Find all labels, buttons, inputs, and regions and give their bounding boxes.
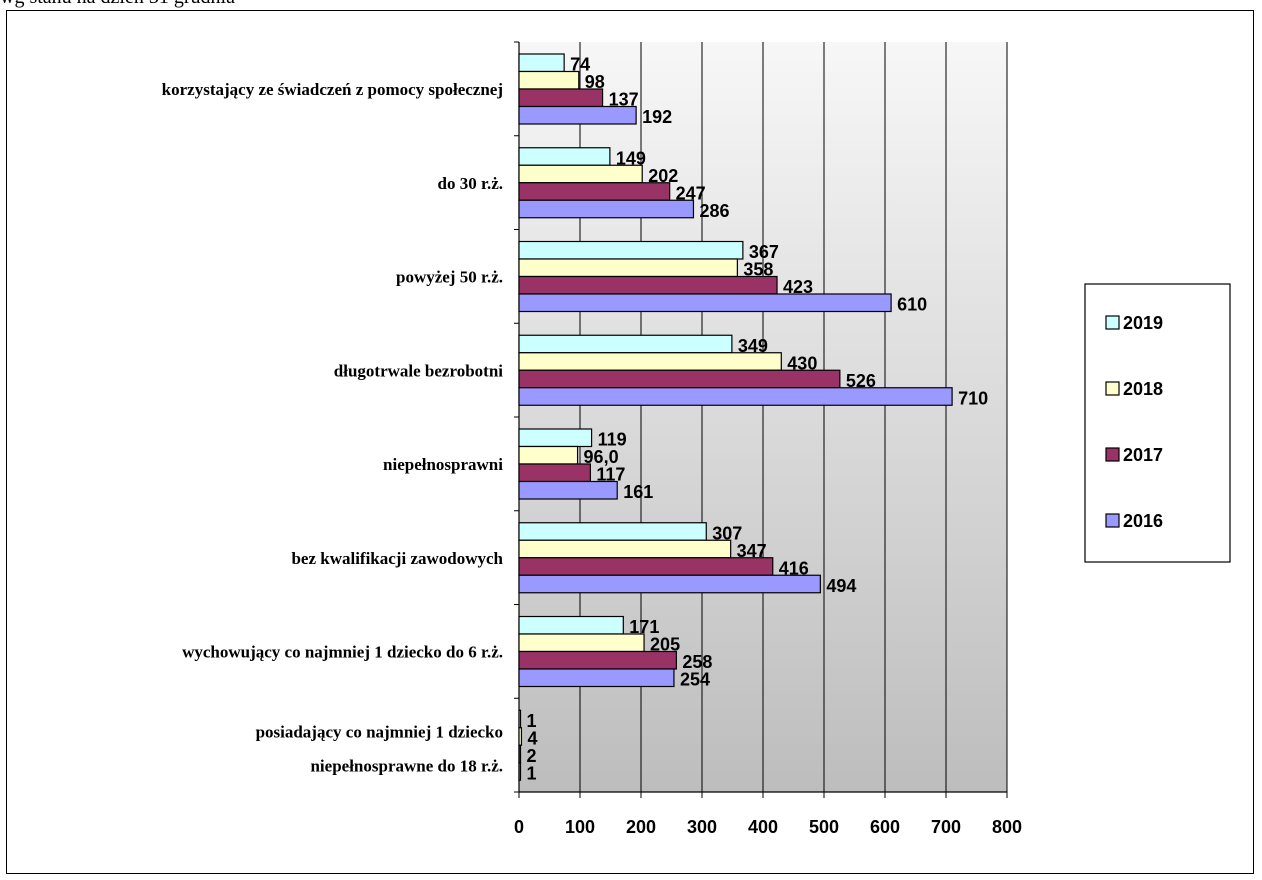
x-tick-label: 100 [565,817,595,837]
category-label-1: do 30 r.ż. [438,174,504,193]
value-label-2017-2: 423 [783,277,813,297]
bar-2018-6 [518,633,645,653]
legend-swatch-2016 [1105,513,1120,528]
value-label-2016-7: 1 [527,763,537,783]
value-label-2018-0: 98 [585,72,605,92]
legend-label-2016: 2016 [1123,511,1163,531]
category-label-0: korzystający ze świadczeń z pomocy społe… [162,80,503,99]
value-label-2017-1: 247 [676,183,706,203]
bar-2019-5 [518,522,707,541]
x-tick-label: 700 [931,817,961,837]
category-label-2: powyżej 50 r.ż. [396,268,503,287]
x-tick-label: 800 [992,817,1022,837]
value-label-2018-4: 96,0 [584,447,619,467]
value-label-2016-1: 286 [699,201,729,221]
value-label-2017-4: 117 [596,465,625,485]
category-label-6: wychowujący co najmniej 1 dziecko do 6 r… [182,643,503,662]
value-label-2017-0: 137 [609,90,639,110]
value-label-2018-1: 202 [648,166,678,186]
category-label-7: posiadający co najmniej 1 dziecko [256,722,503,741]
bar-2019-6 [518,615,624,635]
bar-2016-6 [518,668,675,688]
value-label-2017-3: 526 [846,371,876,391]
bar-2018-2 [518,258,738,278]
value-label-2016-6: 254 [680,670,710,690]
category-label-3: długotrwale bezrobotni [334,361,503,380]
bar-2016-2 [518,293,892,313]
bar-2018-5 [518,539,732,559]
x-tick-label: 600 [870,817,900,837]
value-label-2019-1: 149 [616,148,646,168]
category-label-4: niepełnosprawni [383,455,503,474]
chart-caption: wg stanu na dzień 31 grudnia [0,0,235,16]
x-tick-label: 400 [748,817,778,837]
x-tick-label: 200 [626,817,656,837]
value-label-2019-4: 119 [598,430,627,450]
legend-label-2018: 2018 [1123,379,1163,399]
value-label-2017-7: 2 [527,746,537,766]
value-label-2019-5: 307 [712,523,742,543]
bar-2016-0 [518,105,637,125]
value-label-2019-6: 171 [629,617,659,637]
legend-label-2017: 2017 [1123,445,1163,465]
legend-swatch-2019 [1105,315,1120,330]
bar-2018-4 [518,445,579,465]
legend-swatch-2018 [1105,381,1120,396]
value-label-2016-5: 494 [826,576,856,596]
value-label-2018-3: 430 [787,353,817,373]
bar-2019-2 [518,240,744,260]
value-label-2018-5: 347 [737,541,767,561]
bar-2017-4 [518,463,591,483]
value-label-2018-6: 205 [650,635,680,655]
bar-2016-1 [518,199,695,219]
bar-2016-5 [518,574,821,594]
value-label-2016-4: 161 [623,482,653,502]
value-label-2016-0: 192 [642,107,672,127]
bar-2019-0 [518,53,565,73]
x-tick-label: 500 [809,817,839,837]
bar-2019-3 [518,334,733,354]
value-label-2017-6: 258 [682,652,712,672]
value-label-2018-7: 4 [527,728,537,748]
x-tick-label: 0 [514,817,524,837]
bar-2016-4 [518,480,618,500]
bar-2017-2 [518,275,778,295]
chart-frame: 0 100 200 300 400 500 600 700 800 74 98 137 192 korzy… [6,10,1254,874]
value-label-2018-2: 358 [743,260,773,280]
value-label-2016-3: 710 [958,388,988,408]
bar-2017-7 [518,744,522,764]
bar-2019-7 [518,709,522,729]
bar-2019-1 [518,147,611,166]
legend-swatch-2017 [1105,447,1120,462]
x-tick-label: 300 [687,817,717,837]
value-label-2019-7: 1 [527,711,537,731]
category-label-7: niepełnosprawne do 18 r.ż. [310,756,503,775]
bar-2017-5 [518,557,774,576]
value-label-2019-0: 74 [570,55,590,75]
value-label-2017-5: 416 [779,558,809,578]
value-label-2016-2: 610 [897,295,927,315]
bar-2019-4 [518,428,593,448]
bar-2017-1 [518,182,671,201]
bar-2016-3 [518,387,953,406]
bar-2018-7 [518,727,523,746]
bar-2016-7 [518,762,522,781]
legend-label-2019: 2019 [1123,313,1163,333]
value-label-2019-2: 367 [749,242,779,262]
value-label-2019-3: 349 [738,336,768,356]
category-label-5: bez kwalifikacji zawodowych [291,549,503,568]
